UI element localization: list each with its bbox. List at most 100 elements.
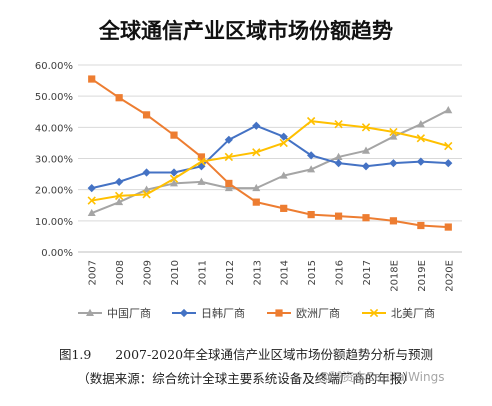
data-point — [416, 120, 425, 128]
data-point — [389, 217, 398, 225]
x-tick-label: 2009 — [143, 260, 154, 285]
data-point — [389, 132, 398, 140]
data-point — [334, 212, 343, 220]
data-point — [279, 171, 288, 179]
source-line: （数据来源：综合统计全球主要系统设备及终端厂商的年报） — [77, 371, 415, 386]
data-point — [361, 123, 371, 132]
data-point — [252, 183, 261, 192]
x-tick-label: 2018E — [389, 260, 400, 292]
data-point — [115, 94, 123, 102]
data-point — [417, 221, 425, 230]
x-tick-label: 2016 — [335, 260, 346, 285]
x-tick-label: 2013 — [252, 260, 263, 285]
data-point — [389, 159, 398, 168]
data-point — [197, 177, 206, 185]
data-point — [334, 159, 343, 168]
x-tick-label: 2019E — [417, 260, 428, 292]
data-point — [444, 105, 453, 114]
data-point — [225, 179, 233, 188]
data-point — [115, 197, 124, 206]
data-point — [362, 214, 370, 222]
data-point — [361, 162, 371, 171]
x-axis-ticks: 2007 2008 2009 2010 2011 2012 2013 2014 2015 2016… — [88, 260, 456, 292]
legend-item: 中国厂商 — [78, 306, 151, 320]
x-tick-label: 2020E — [444, 260, 455, 292]
data-point — [334, 120, 343, 129]
series-line — [91, 109, 449, 214]
data-point — [115, 177, 124, 186]
data-point — [142, 111, 151, 119]
grid-lines — [78, 64, 462, 253]
data-point — [444, 141, 453, 151]
legend-label: 中国厂商 — [107, 306, 151, 320]
data-point — [87, 196, 96, 205]
data-point — [169, 174, 179, 183]
data-point — [280, 204, 288, 212]
x-tick-label: 2008 — [115, 260, 126, 285]
data-point — [142, 190, 151, 199]
data-point — [170, 179, 178, 187]
data-point — [169, 168, 179, 177]
data-point — [197, 157, 206, 166]
series-line — [91, 120, 449, 202]
series-1 — [87, 121, 453, 193]
legend: 中国厂商 日韩厂商 欧洲厂商 北美厂商 — [78, 306, 435, 320]
data-point — [444, 159, 453, 168]
figure-number: 图1.9 — [58, 347, 92, 362]
data-point — [306, 116, 316, 126]
y-tick-label: 30.00% — [35, 155, 73, 166]
legend-marker — [179, 308, 189, 318]
data-point — [334, 152, 343, 160]
y-tick-label: 60.00% — [35, 61, 73, 72]
data-point — [444, 223, 452, 231]
figure-source: （数据来源：综合统计全球主要系统设备及终端厂商的年报） — [0, 368, 492, 387]
data-point — [142, 168, 151, 177]
y-tick-label: 40.00% — [35, 123, 73, 134]
legend-item: 北美厂商 — [362, 306, 435, 320]
series-2 — [88, 75, 452, 231]
data-point — [197, 153, 206, 161]
legend-label: 欧洲厂商 — [296, 306, 340, 320]
legend-marker — [86, 308, 94, 316]
y-tick-label: 0.00% — [41, 248, 73, 259]
data-point — [114, 191, 124, 201]
y-tick-label: 10.00% — [35, 217, 73, 228]
data-point — [170, 131, 178, 139]
figure-caption: 图1.9 2007-2020年全球通信产业区域市场份额趋势分析与预测 — [0, 344, 492, 363]
data-point — [416, 134, 426, 143]
series-line — [91, 78, 449, 229]
series-0 — [87, 105, 453, 217]
data-point — [389, 127, 398, 137]
data-point — [307, 211, 315, 219]
data-point — [252, 148, 261, 157]
legend-marker — [275, 309, 283, 317]
data-point — [279, 138, 288, 148]
legend-label: 北美厂商 — [391, 306, 435, 320]
series-3 — [87, 116, 453, 205]
legend-label: 日韩厂商 — [201, 306, 245, 320]
x-tick-label: 2012 — [225, 260, 236, 285]
y-tick-label: 20.00% — [35, 186, 73, 197]
x-tick-label: 2007 — [88, 260, 99, 285]
x-tick-label: 2017 — [362, 260, 373, 285]
data-point — [279, 132, 288, 141]
figure-title: 2007-2020年全球通信产业区域市场份额趋势分析与预测 — [115, 347, 434, 362]
legend-marker — [369, 308, 379, 318]
series-line — [91, 124, 449, 190]
data-point — [224, 135, 233, 144]
data-point — [224, 183, 233, 192]
data-point — [87, 184, 96, 193]
x-tick-label: 2014 — [280, 260, 291, 285]
x-tick-label: 2015 — [307, 260, 318, 285]
watermark: @碱资本CapitalWings — [318, 370, 445, 384]
chart-title: 全球通信产业区域市场份额趋势 — [98, 19, 393, 43]
data-point — [224, 152, 234, 162]
chart-area: 全球通信产业区域市场份额趋势 0.00% 10.00% 20.00% 30.00% 40… — [35, 19, 462, 320]
data-point — [307, 165, 316, 173]
y-tick-label: 50.00% — [35, 92, 73, 103]
data-point — [142, 185, 151, 193]
y-axis-ticks: 0.00% 10.00% 20.00% 30.00% 40.00% 50.00% 60.00… — [35, 61, 73, 259]
series-lines — [87, 75, 453, 231]
x-tick-label: 2010 — [170, 260, 181, 285]
x-tick-label: 2011 — [197, 260, 208, 285]
